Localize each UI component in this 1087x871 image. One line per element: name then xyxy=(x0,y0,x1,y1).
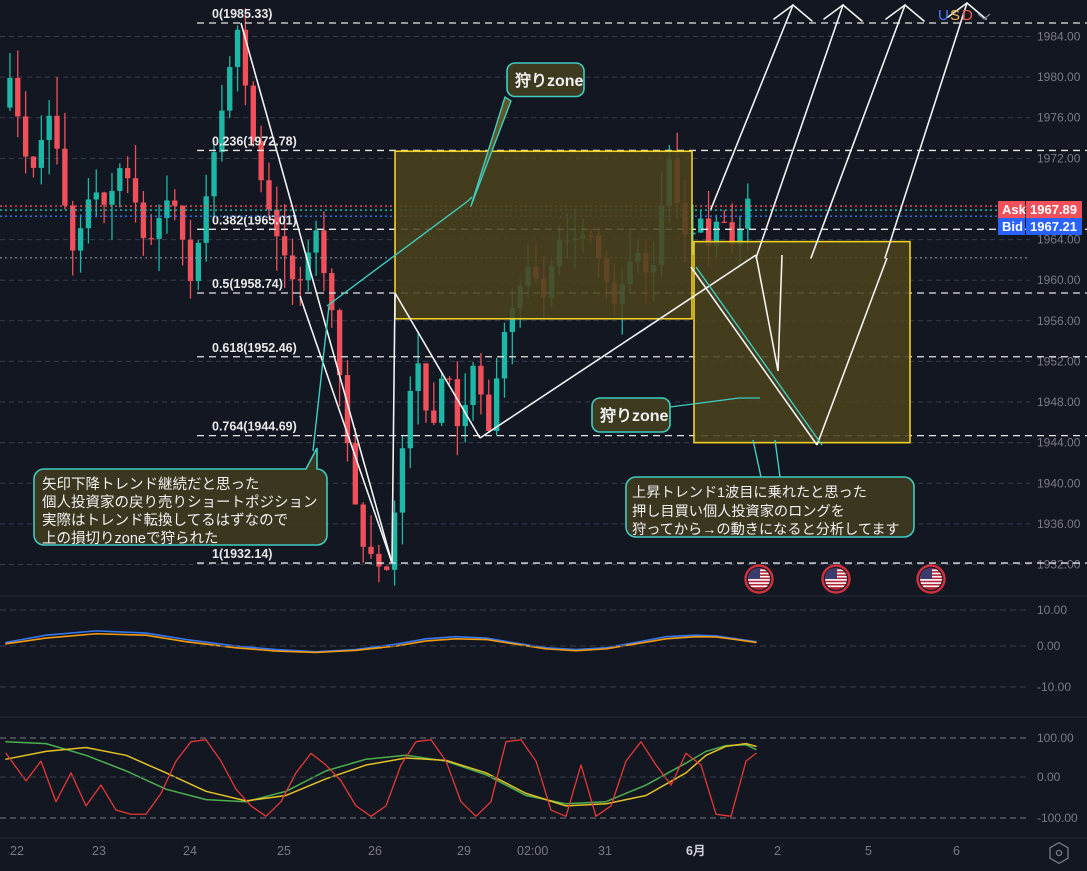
svg-text:0.5(1958.74): 0.5(1958.74) xyxy=(212,277,283,291)
svg-text:1956.00: 1956.00 xyxy=(1037,314,1081,328)
svg-text:狩ってから→の動きになると分析してます: 狩ってから→の動きになると分析してます xyxy=(632,522,900,538)
svg-text:0.236(1972.78): 0.236(1972.78) xyxy=(212,134,297,148)
svg-text:0.00: 0.00 xyxy=(1037,639,1061,653)
svg-text:個人投資家の戻り売りショートポジション: 個人投資家の戻り売りショートポジション xyxy=(42,494,318,511)
svg-text:26: 26 xyxy=(368,844,382,858)
svg-text:02:00: 02:00 xyxy=(517,844,548,858)
svg-text:5: 5 xyxy=(865,844,872,858)
svg-text:矢印下降トレンド継続だと思った: 矢印下降トレンド継続だと思った xyxy=(42,476,260,493)
svg-text:1967.21: 1967.21 xyxy=(1030,219,1077,234)
svg-text:D: D xyxy=(962,7,973,24)
svg-text:10.00: 10.00 xyxy=(1037,603,1067,617)
svg-text:押し目買い個人投資家のロングを: 押し目買い個人投資家のロングを xyxy=(632,503,845,520)
svg-text:-100.00: -100.00 xyxy=(1037,811,1078,825)
svg-text:狩りzone: 狩りzone xyxy=(515,71,584,90)
svg-text:1967.89: 1967.89 xyxy=(1030,202,1077,217)
svg-text:6: 6 xyxy=(953,844,960,858)
svg-text:0(1985.33): 0(1985.33) xyxy=(212,7,272,21)
svg-text:100.00: 100.00 xyxy=(1037,731,1074,745)
svg-text:1944.00: 1944.00 xyxy=(1037,436,1081,450)
svg-text:0.764(1944.69): 0.764(1944.69) xyxy=(212,420,297,434)
svg-text:0.00: 0.00 xyxy=(1037,770,1061,784)
svg-text:実際はトレンド転換してるはずなので: 実際はトレンド転換してるはずなので xyxy=(42,512,288,529)
svg-text:S: S xyxy=(950,7,960,24)
svg-text:0.382(1965.01): 0.382(1965.01) xyxy=(212,213,297,227)
svg-text:1984.00: 1984.00 xyxy=(1037,30,1081,44)
svg-text:上の損切りzoneで狩られた: 上の損切りzoneで狩られた xyxy=(42,530,218,547)
svg-text:1940.00: 1940.00 xyxy=(1037,476,1081,490)
svg-text:31: 31 xyxy=(598,844,612,858)
svg-text:-10.00: -10.00 xyxy=(1037,680,1071,694)
svg-text:1932.00: 1932.00 xyxy=(1037,558,1081,572)
svg-text:U: U xyxy=(938,7,949,24)
svg-text:2: 2 xyxy=(774,844,781,858)
svg-text:1948.00: 1948.00 xyxy=(1037,395,1081,409)
svg-text:29: 29 xyxy=(457,844,471,858)
svg-text:1976.00: 1976.00 xyxy=(1037,111,1081,125)
svg-text:23: 23 xyxy=(92,844,106,858)
svg-text:25: 25 xyxy=(277,844,291,858)
svg-text:1960.00: 1960.00 xyxy=(1037,273,1081,287)
svg-text:狩りzone: 狩りzone xyxy=(600,406,669,425)
svg-text:Bid: Bid xyxy=(1002,219,1023,234)
svg-text:22: 22 xyxy=(10,844,24,858)
svg-text:1936.00: 1936.00 xyxy=(1037,517,1081,531)
svg-text:1980.00: 1980.00 xyxy=(1037,70,1081,84)
svg-text:上昇トレンド1波目に乗れたと思った: 上昇トレンド1波目に乗れたと思った xyxy=(632,485,867,501)
svg-text:0.618(1952.46): 0.618(1952.46) xyxy=(212,341,297,355)
svg-text:24: 24 xyxy=(183,844,197,858)
svg-text:1972.00: 1972.00 xyxy=(1037,151,1081,165)
svg-text:Ask: Ask xyxy=(1002,202,1027,217)
svg-text:1(1932.14): 1(1932.14) xyxy=(212,547,272,561)
svg-text:6月: 6月 xyxy=(686,844,705,858)
